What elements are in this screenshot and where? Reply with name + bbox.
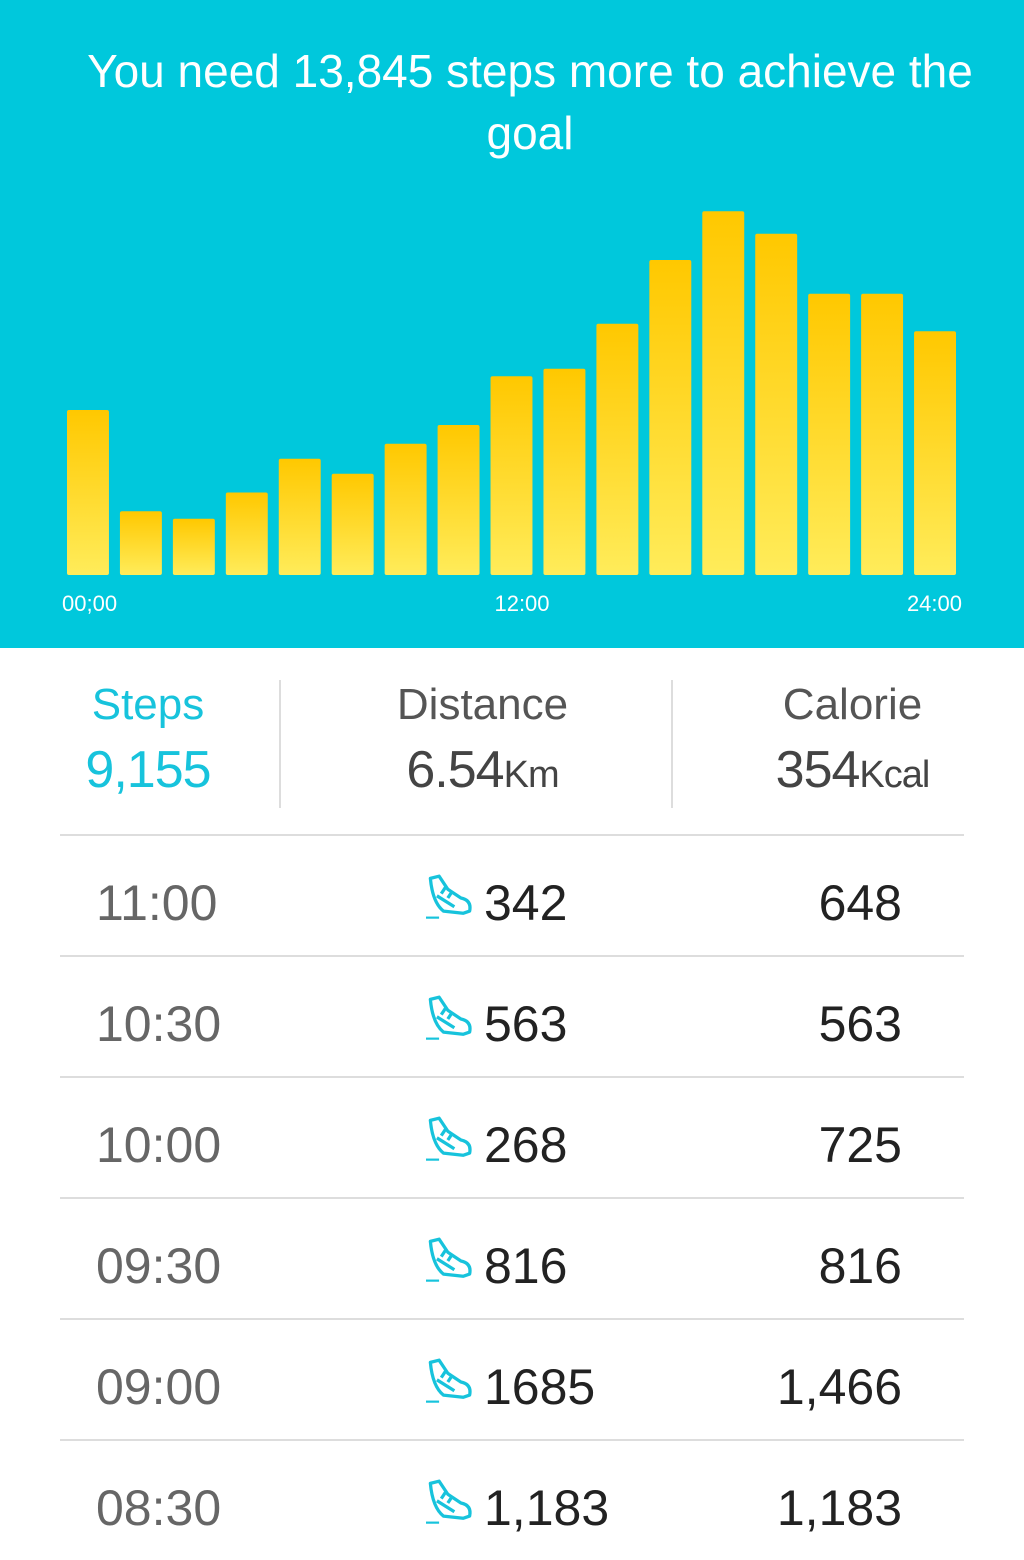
bar <box>384 443 427 575</box>
steps: 563 <box>484 996 568 1052</box>
value: 6.54Km <box>340 740 625 800</box>
shoe-icon <box>426 995 472 1040</box>
bar <box>861 293 904 575</box>
goal-message: You need 13,845 steps more to achieve th… <box>87 45 973 159</box>
label: Calorie <box>782 680 923 729</box>
row-divider <box>60 834 964 836</box>
row-divider <box>60 1318 964 1320</box>
value: 9,155 <box>85 741 211 799</box>
shoe-icon <box>426 1237 472 1282</box>
bar <box>649 260 692 575</box>
time: 10:30 <box>96 996 222 1052</box>
shoe-icon <box>426 1479 472 1524</box>
steps: 1,183 <box>484 1480 610 1536</box>
calories: 725 <box>818 1117 902 1173</box>
calories: 816 <box>818 1238 902 1294</box>
x-tick-label: 00;00 <box>62 591 117 616</box>
steps-summary[interactable]: Steps 9,155 <box>60 680 236 800</box>
time: 09:00 <box>96 1359 222 1415</box>
row-divider <box>60 955 964 957</box>
unit: Km <box>503 754 560 796</box>
bar <box>119 511 162 575</box>
number: 354 <box>775 741 861 799</box>
bar <box>755 233 798 575</box>
history-row: 11:00 342 648 <box>0 834 1024 955</box>
bar <box>543 368 586 575</box>
x-tick-label: 12:00 <box>494 591 549 616</box>
time: 10:00 <box>96 1117 222 1173</box>
distance-summary[interactable]: Distance 6.54Km <box>340 680 625 800</box>
time: 08:30 <box>96 1480 222 1536</box>
history-row: 10:30 563 563 <box>0 955 1024 1076</box>
bar <box>490 376 533 575</box>
value: 354Kcal <box>740 740 965 800</box>
calories: 563 <box>818 996 902 1052</box>
bar <box>172 518 215 575</box>
bar <box>702 211 745 575</box>
row-divider <box>60 1076 964 1078</box>
divider <box>671 680 673 808</box>
number: 6.54 <box>406 741 504 799</box>
steps: 816 <box>484 1238 568 1294</box>
label: Distance <box>396 680 569 729</box>
time: 09:30 <box>96 1238 222 1294</box>
unit: Kcal <box>859 754 930 796</box>
history-row: 09:30 816 816 <box>0 1197 1024 1318</box>
label: Steps <box>91 680 205 729</box>
bar <box>278 458 321 575</box>
calories: 648 <box>818 875 902 931</box>
shoe-icon <box>426 874 472 919</box>
history-row: 09:00 1685 1,466 <box>0 1318 1024 1439</box>
header-panel: You need 13,845 steps more to achieve th… <box>0 0 1024 648</box>
bar <box>225 492 268 575</box>
row-divider <box>60 1439 964 1441</box>
bar <box>437 425 480 575</box>
bar <box>331 473 374 575</box>
shoe-icon <box>426 1116 472 1161</box>
row-divider <box>60 1197 964 1199</box>
steps-chart: 00;00 12:00 24:00 <box>62 211 962 616</box>
calories: 1,466 <box>776 1359 902 1415</box>
calorie-summary[interactable]: Calorie 354Kcal <box>740 680 965 800</box>
steps: 1685 <box>484 1359 596 1415</box>
steps: 268 <box>484 1117 568 1173</box>
history-row: 08:30 1,183 1,183 <box>0 1439 1024 1560</box>
bar <box>67 410 109 575</box>
calories: 1,183 <box>776 1480 902 1536</box>
shoe-icon <box>426 1358 472 1403</box>
divider <box>279 680 281 808</box>
bar <box>914 331 956 575</box>
x-tick-label: 24:00 <box>907 591 962 616</box>
steps: 342 <box>484 875 568 931</box>
history-row: 10:00 268 725 <box>0 1076 1024 1197</box>
time: 11:00 <box>96 875 218 931</box>
bar <box>596 323 639 575</box>
bar <box>808 293 851 575</box>
